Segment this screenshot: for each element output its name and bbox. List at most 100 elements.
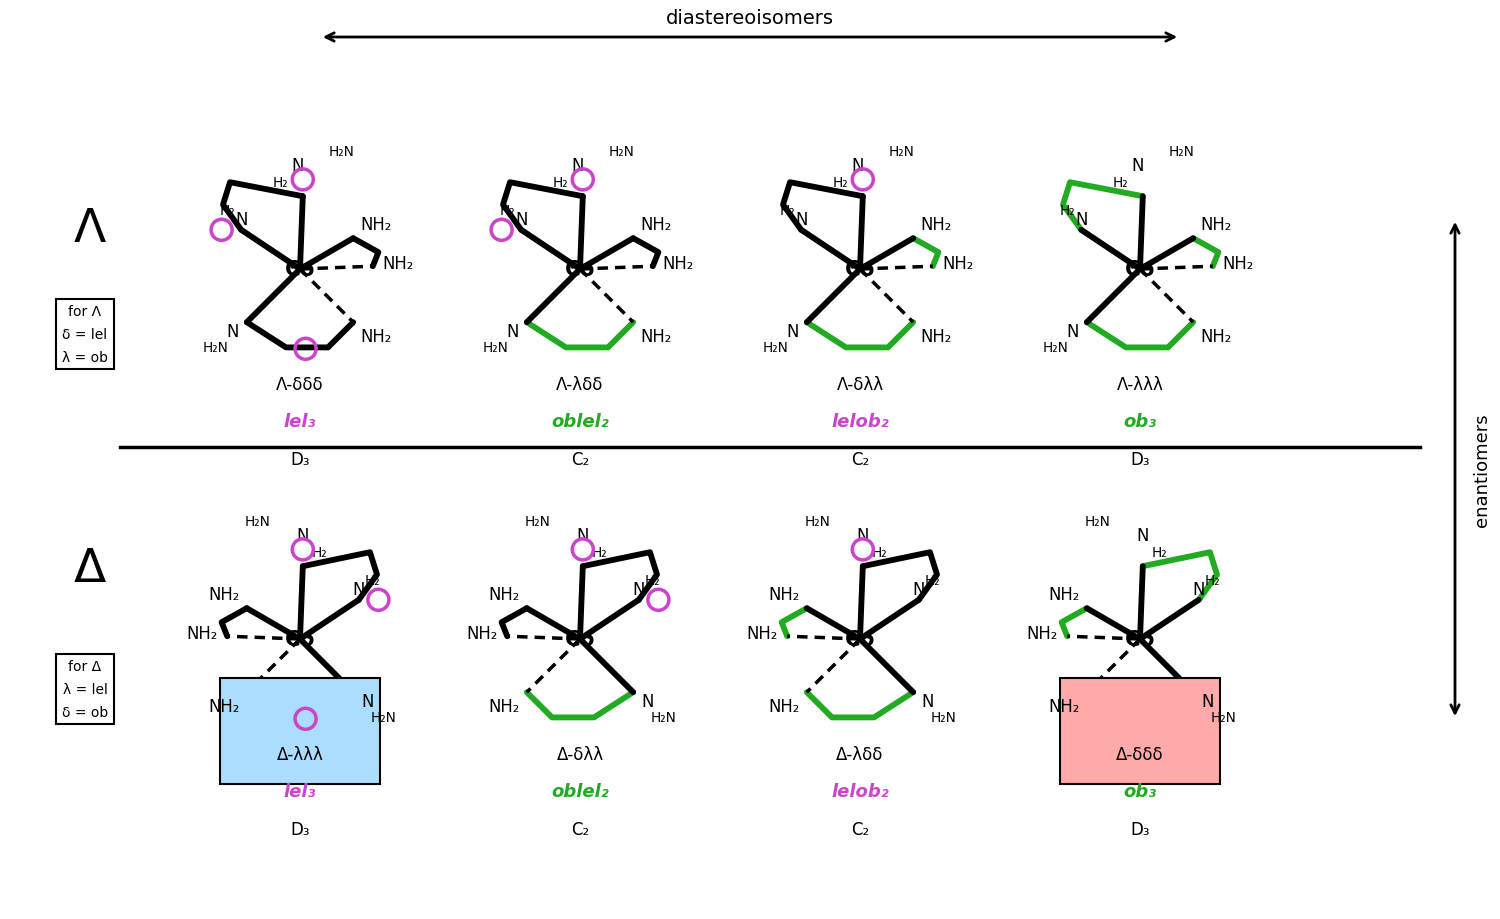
Text: H₂N: H₂N: [651, 710, 676, 724]
Text: N: N: [1192, 580, 1204, 598]
Text: H₂N: H₂N: [806, 515, 831, 528]
Text: NH₂: NH₂: [1200, 328, 1231, 346]
Text: for Λ
δ = lel
λ = ob: for Λ δ = lel λ = ob: [62, 305, 108, 365]
Text: Co: Co: [844, 630, 874, 650]
Text: Co: Co: [285, 260, 315, 279]
FancyBboxPatch shape: [1060, 678, 1220, 784]
Text: D₃: D₃: [291, 820, 309, 838]
Text: N: N: [507, 323, 519, 340]
Text: D₃: D₃: [291, 450, 309, 469]
Text: N: N: [352, 580, 364, 598]
Text: H₂N: H₂N: [525, 515, 550, 528]
Text: NH₂: NH₂: [640, 328, 672, 346]
Text: Δ-δλλ: Δ-δλλ: [556, 745, 603, 763]
Text: Λ: Λ: [74, 208, 106, 252]
Text: H₂: H₂: [552, 176, 568, 190]
Text: N: N: [297, 527, 309, 545]
Text: N: N: [1066, 323, 1078, 340]
Text: for Δ
λ = lel
δ = ob: for Δ λ = lel δ = ob: [62, 660, 108, 719]
Text: N: N: [1202, 692, 1214, 709]
Text: Co: Co: [1125, 260, 1155, 279]
Text: N: N: [795, 210, 807, 228]
Text: NH₂: NH₂: [1200, 216, 1231, 234]
Text: NH₂: NH₂: [1048, 698, 1080, 715]
Text: H₂N: H₂N: [1168, 145, 1196, 159]
Text: NH₂: NH₂: [360, 328, 392, 346]
Text: ob₃: ob₃: [1124, 782, 1156, 800]
Text: N: N: [921, 692, 933, 709]
Text: oblel₂: oblel₂: [550, 413, 609, 430]
Text: H₂N: H₂N: [1210, 710, 1237, 724]
Text: C₂: C₂: [572, 450, 590, 469]
Text: H₂: H₂: [926, 573, 940, 587]
Text: H₂: H₂: [273, 176, 288, 190]
Text: H₂N: H₂N: [890, 145, 915, 159]
Text: H₂: H₂: [219, 204, 236, 218]
Text: H₂N: H₂N: [609, 145, 634, 159]
Text: H₂: H₂: [871, 546, 888, 560]
Text: Co: Co: [1125, 630, 1155, 650]
Text: enantiomers: enantiomers: [1473, 413, 1491, 527]
Text: H₂N: H₂N: [202, 341, 229, 355]
Text: N: N: [856, 527, 868, 545]
Text: Δ: Δ: [74, 547, 106, 592]
Text: H₂: H₂: [1152, 546, 1167, 560]
Text: H₂: H₂: [780, 204, 795, 218]
Text: H₂N: H₂N: [1042, 341, 1070, 355]
Text: H₂: H₂: [1113, 176, 1128, 190]
Text: NH₂: NH₂: [209, 585, 240, 604]
Text: C₂: C₂: [572, 820, 590, 838]
Text: D₃: D₃: [1131, 450, 1149, 469]
Text: NH₂: NH₂: [768, 585, 800, 604]
Text: NH₂: NH₂: [640, 216, 672, 234]
Text: Λ-λδδ: Λ-λδδ: [556, 376, 603, 393]
Text: N: N: [362, 692, 374, 709]
Text: N: N: [633, 580, 645, 598]
Text: H₂N: H₂N: [244, 515, 272, 528]
Text: H₂: H₂: [592, 546, 608, 560]
Text: Λ-δδδ: Λ-δδδ: [276, 376, 324, 393]
Text: C₂: C₂: [850, 820, 868, 838]
Text: H₂N: H₂N: [483, 341, 508, 355]
Text: N: N: [640, 692, 654, 709]
Text: NH₂: NH₂: [942, 255, 974, 273]
Text: oblel₂: oblel₂: [550, 782, 609, 800]
Text: H₂N: H₂N: [370, 710, 398, 724]
Text: Λ-δλλ: Λ-δλλ: [837, 376, 884, 393]
Text: D₃: D₃: [1131, 820, 1149, 838]
Text: diastereoisomers: diastereoisomers: [666, 8, 834, 28]
Text: NH₂: NH₂: [1222, 255, 1254, 273]
Text: ob₃: ob₃: [1124, 413, 1156, 430]
Text: Co: Co: [285, 630, 315, 650]
Text: H₂N: H₂N: [1084, 515, 1112, 528]
Text: N: N: [786, 323, 800, 340]
Text: N: N: [291, 157, 303, 176]
Text: N: N: [850, 157, 864, 176]
Text: N: N: [514, 210, 528, 228]
Text: NH₂: NH₂: [747, 625, 777, 642]
Text: N: N: [1076, 210, 1088, 228]
Text: NH₂: NH₂: [209, 698, 240, 715]
Text: N: N: [226, 323, 238, 340]
Text: N: N: [572, 157, 584, 176]
Text: NH₂: NH₂: [360, 216, 392, 234]
Text: NH₂: NH₂: [382, 255, 414, 273]
Text: H₂: H₂: [645, 573, 660, 587]
Text: H₂: H₂: [1059, 204, 1076, 218]
Text: NH₂: NH₂: [186, 625, 218, 642]
Text: NH₂: NH₂: [489, 698, 520, 715]
Text: lel₃: lel₃: [284, 782, 316, 800]
Text: H₂N: H₂N: [932, 710, 957, 724]
Text: Co: Co: [844, 260, 874, 279]
Text: H₂: H₂: [364, 573, 381, 587]
Text: NH₂: NH₂: [920, 216, 951, 234]
FancyBboxPatch shape: [220, 678, 380, 784]
Text: Δ-λλλ: Δ-λλλ: [276, 745, 324, 763]
Text: NH₂: NH₂: [489, 585, 520, 604]
Text: NH₂: NH₂: [1026, 625, 1057, 642]
Text: H₂: H₂: [1204, 573, 1221, 587]
Text: NH₂: NH₂: [768, 698, 800, 715]
Text: H₂: H₂: [312, 546, 327, 560]
Text: NH₂: NH₂: [1048, 585, 1080, 604]
Text: H₂: H₂: [833, 176, 848, 190]
